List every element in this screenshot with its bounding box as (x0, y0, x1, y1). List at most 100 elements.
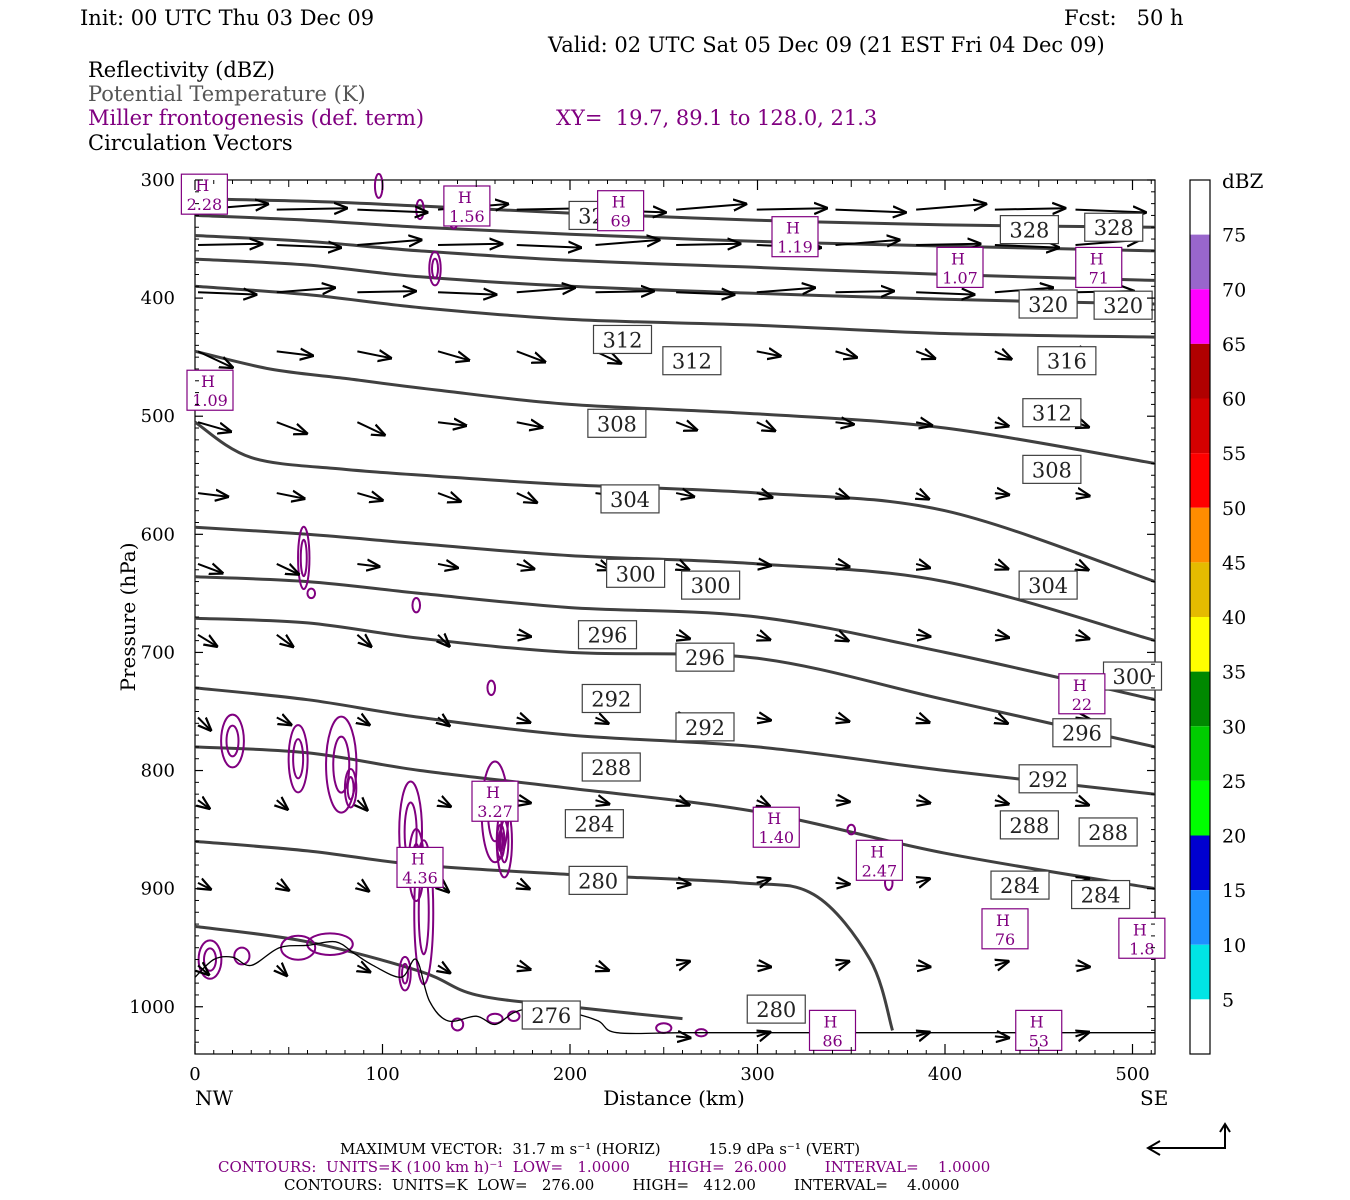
fronto-contour-inner (497, 830, 504, 853)
colorbar-segment (1190, 343, 1210, 399)
theta-label: 296 (675, 642, 735, 672)
vector-legend-arrow (1146, 1122, 1231, 1156)
vector-arrow (756, 966, 771, 967)
colorbar-tick-label: 5 (1222, 989, 1234, 1011)
fronto-contour (233, 946, 251, 966)
svg-text:312: 312 (602, 328, 642, 352)
svg-text:300: 300 (691, 574, 731, 598)
svg-text:284: 284 (1000, 874, 1040, 898)
fronto-contour-inner (225, 724, 240, 758)
fronto-maximum: H22 (1058, 673, 1106, 715)
vector-arrow (438, 717, 449, 725)
vector-arrow (517, 717, 530, 722)
svg-text:288: 288 (1088, 821, 1128, 845)
vector-arrow (438, 635, 449, 646)
theta-label: 312 (592, 324, 653, 355)
fronto-contour (325, 715, 358, 814)
theta-label: 308 (1022, 454, 1082, 484)
fronto-contour (373, 172, 384, 199)
fronto-maximum: H86 (808, 1009, 857, 1051)
vector-arrow (356, 421, 384, 435)
colorbar-tick-label: 40 (1222, 607, 1246, 629)
vector-arrow (757, 635, 770, 640)
colorbar-tick-label: 75 (1222, 225, 1246, 247)
vector-arrow (756, 493, 772, 497)
fronto-maximum: H1.40 (752, 806, 800, 848)
svg-text:304: 304 (1028, 574, 1068, 598)
vector-arrow (757, 800, 770, 806)
svg-text:1.19: 1.19 (777, 238, 813, 257)
y-tick-label: 1000 (129, 997, 175, 1018)
fronto-contour-inner (431, 257, 439, 280)
theta-label: 280 (568, 865, 628, 895)
vector-arrow (994, 351, 1011, 359)
y-tick-label: 900 (141, 879, 175, 900)
svg-text:312: 312 (1032, 402, 1072, 426)
svg-text:71: 71 (1089, 268, 1109, 287)
fronto-maximum: H2.47 (855, 839, 903, 881)
fronto-maximum: H3.27 (471, 780, 519, 822)
vector-arrow (835, 291, 894, 292)
vector-arrow (516, 422, 542, 427)
svg-text:H: H (870, 842, 884, 861)
colorbar-tick-label: 55 (1222, 443, 1246, 465)
colorbar-segment (1190, 835, 1210, 891)
vector-arrow (438, 800, 451, 806)
vector-arrow (357, 883, 368, 891)
colorbar-segment (1190, 617, 1210, 672)
y-tick-label: 700 (141, 642, 175, 663)
vector-arrow (276, 634, 293, 647)
vector-arrow (916, 244, 980, 245)
init-time: Init: 00 UTC Thu 03 Dec 09 (80, 6, 375, 30)
vector-arrow (276, 245, 341, 248)
svg-text:69: 69 (610, 212, 630, 231)
vector-arrow (1075, 966, 1090, 967)
valid-time: Valid: 02 UTC Sat 05 Dec 09 (21 EST Fri … (548, 33, 1105, 57)
field-reflectivity: Reflectivity (dBZ) (88, 58, 276, 82)
theta-contour-324 (194, 213, 1156, 253)
theta-label: 316 (1037, 346, 1097, 376)
svg-text:4.36: 4.36 (402, 868, 438, 887)
vector-arrow (756, 422, 775, 430)
vector-arrow (596, 966, 609, 971)
colorbar-segment (1190, 453, 1210, 508)
theta-label: 300 (606, 558, 666, 588)
vector-arrow (835, 800, 850, 802)
vector-arrow (276, 421, 307, 433)
svg-text:1.40: 1.40 (758, 828, 794, 847)
svg-text:H: H (458, 188, 472, 207)
vector-arrow (437, 350, 469, 360)
colorbar-tick-label: 25 (1222, 771, 1246, 793)
vector-arrow (357, 291, 415, 292)
svg-text:292: 292 (591, 687, 631, 711)
colorbar-segment (1190, 944, 1210, 1000)
vector-arrow (756, 288, 815, 293)
frontogenesis-contours (197, 172, 894, 1038)
vector-arrow (357, 210, 427, 213)
vector-arrow (517, 966, 530, 970)
vector-arrow (915, 800, 930, 803)
vector-arrow (994, 245, 1059, 248)
vector-arrow (675, 493, 694, 497)
theta-label: 288 (999, 810, 1059, 840)
vector-arrow (995, 564, 1008, 569)
svg-text:284: 284 (574, 813, 614, 837)
svg-text:328: 328 (1094, 216, 1134, 240)
colorbar-tick-label: 35 (1222, 662, 1246, 684)
theta-label: 288 (581, 752, 641, 782)
vector-arrow (516, 493, 537, 502)
fronto-maximum: H1.56 (443, 185, 491, 227)
svg-text:328: 328 (1009, 219, 1049, 243)
vector-arrow (916, 635, 930, 637)
theta-label: 292 (1018, 764, 1078, 794)
svg-text:316: 316 (1047, 350, 1087, 374)
vector-arrow (676, 800, 689, 805)
colorbar-segment (1190, 999, 1210, 1054)
colorbar-segment (1190, 562, 1210, 617)
vector-arrow (276, 717, 291, 724)
fronto-contour (846, 823, 857, 836)
vector-arrow (197, 244, 262, 245)
svg-text:1.56: 1.56 (449, 207, 485, 226)
y-tick-label: 600 (141, 524, 175, 545)
